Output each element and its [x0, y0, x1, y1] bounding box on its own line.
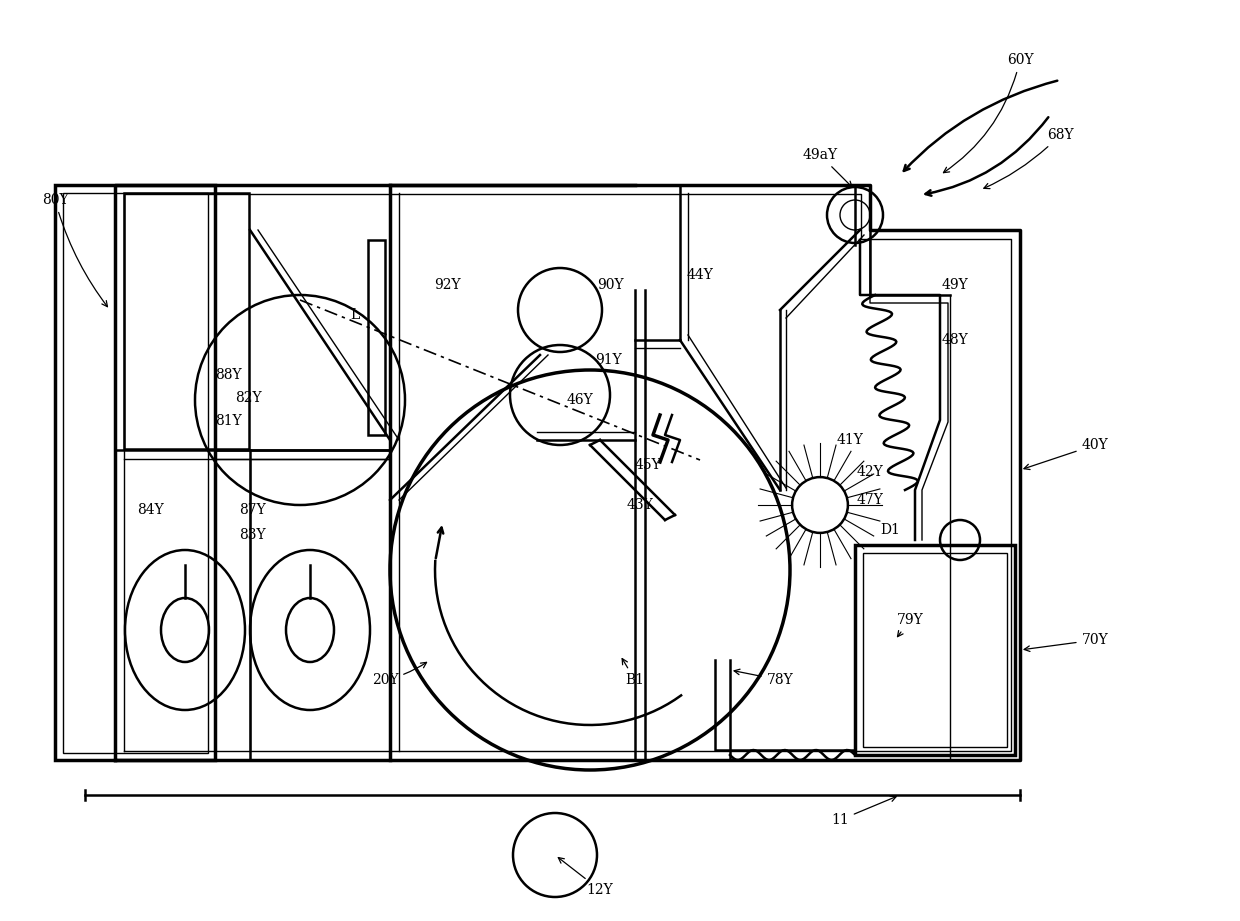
Text: B1: B1 [622, 659, 645, 687]
Text: 92Y: 92Y [434, 278, 460, 292]
Text: 70Y: 70Y [1024, 633, 1109, 651]
Bar [124, 193, 249, 449]
Bar [856, 545, 1016, 755]
Text: 88Y: 88Y [215, 368, 242, 382]
Text: 60Y: 60Y [944, 53, 1033, 172]
Text: 20Y: 20Y [372, 662, 427, 687]
Text: 90Y: 90Y [596, 278, 624, 292]
Text: 80Y: 80Y [42, 193, 108, 307]
Text: 46Y: 46Y [567, 393, 594, 407]
Bar [863, 553, 1007, 747]
Text: 84Y: 84Y [136, 503, 164, 517]
Text: 49aY: 49aY [802, 148, 852, 187]
Text: 91Y: 91Y [595, 353, 621, 367]
Text: 87Y: 87Y [238, 503, 265, 517]
Bar [368, 240, 384, 435]
Text: 44Y: 44Y [687, 268, 713, 282]
Text: 79Y: 79Y [897, 613, 924, 636]
Text: 48Y: 48Y [941, 333, 968, 347]
Text: L: L [351, 308, 360, 322]
Text: 45Y: 45Y [635, 458, 661, 472]
Bar [55, 185, 215, 760]
Text: 49Y: 49Y [941, 278, 968, 292]
Text: 11: 11 [831, 796, 897, 827]
Text: 81Y: 81Y [215, 414, 242, 428]
Text: 41Y: 41Y [837, 433, 863, 447]
Text: D1: D1 [880, 523, 900, 537]
Text: 82Y: 82Y [234, 391, 262, 405]
Text: 83Y: 83Y [238, 528, 265, 542]
Bar [63, 193, 208, 753]
Text: 43Y: 43Y [626, 498, 653, 512]
Text: 12Y: 12Y [558, 857, 614, 897]
Text: 68Y: 68Y [983, 128, 1074, 189]
Text: 42Y: 42Y [857, 465, 883, 479]
Text: 47Y: 47Y [857, 493, 883, 507]
Text: 40Y: 40Y [1024, 438, 1109, 470]
Text: 78Y: 78Y [734, 670, 794, 687]
